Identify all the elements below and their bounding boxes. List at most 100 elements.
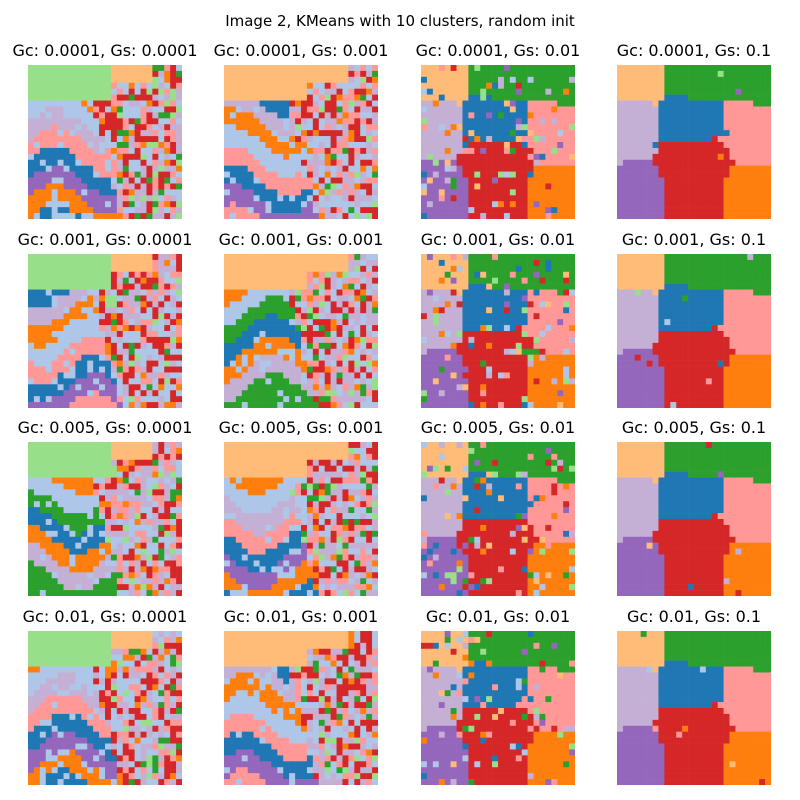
cluster-cell [253,348,260,355]
cluster-cell [265,82,272,89]
cluster-cell [366,384,373,391]
cluster-cell [622,159,630,166]
cluster-cell [312,348,320,355]
cluster-cell [474,331,481,338]
cluster-cell [152,390,159,397]
cluster-cell [99,354,106,361]
cluster-cell [658,295,665,302]
cluster-cell [676,207,683,214]
cluster-cell [545,165,552,172]
cluster-cell [432,295,440,302]
cluster-cell [444,396,451,403]
cluster-cell [509,271,517,278]
cluster-cell [99,265,106,273]
cluster-cell [509,378,517,385]
cluster-cell [164,177,171,184]
cluster-cell [509,283,517,290]
cluster-cell [557,118,564,125]
cluster-cell [366,348,373,355]
cluster-cell [39,307,47,314]
cluster-cell [533,265,540,273]
cluster-cell [366,360,373,367]
cluster-cell [354,348,361,355]
cluster-cell [348,70,355,78]
cluster-cell [426,283,434,290]
cluster-cell [277,378,284,385]
cluster-cell [628,259,636,267]
cluster-cell [259,390,266,397]
cluster-cell [259,76,266,84]
cluster-cell [93,171,100,178]
cluster-cell [670,159,677,166]
cluster-cell [421,207,428,214]
cluster-cell [480,136,487,143]
cluster-cell [735,195,742,202]
cluster-cell [158,390,165,397]
cluster-cell [342,277,349,284]
cluster-cell [682,94,689,101]
cluster-cell [503,289,511,296]
cluster-cell [158,82,165,89]
cluster-cell [33,207,41,214]
cluster-cell [741,171,748,178]
cluster-cell [45,82,52,89]
cluster-cell [122,177,129,184]
cluster-cell [134,295,141,302]
cluster-cell [152,360,159,367]
cluster-cell [283,207,290,214]
cluster-cell [676,289,683,296]
cluster-cell [456,195,463,202]
cluster-cell [99,372,106,379]
cluster-cell [498,147,505,155]
cluster-cell [503,106,511,113]
cluster-cell [110,396,118,403]
cluster-cell [63,130,70,137]
cluster-cell [324,283,331,290]
cluster-cell [486,88,493,95]
cluster-cell [241,118,248,125]
cluster-cell [622,142,630,149]
cluster-cell [235,354,243,361]
cluster-cell [348,277,355,284]
cluster-cell [289,171,296,178]
cluster-cell [705,118,713,125]
cluster-cell [63,65,70,72]
cluster-cell [634,183,641,190]
cluster-cell [747,189,754,196]
cluster-cell [617,183,624,190]
cluster-cell [569,183,575,190]
cluster-cell [235,171,243,178]
cluster-cell [134,195,141,202]
cluster-cell [498,396,505,403]
cluster-cell [295,106,302,113]
cluster-cell [312,384,320,391]
cluster-cell [295,118,302,125]
cluster-cell [515,301,522,308]
cluster-cell [39,265,47,273]
cluster-cell [289,390,296,397]
cluster-cell [498,130,505,137]
cluster-cell [28,153,35,161]
cluster-cell [110,195,118,202]
cluster-cell [694,106,701,113]
cluster-cell [533,159,540,166]
cluster-cell [63,348,70,355]
cluster-cell [247,106,254,113]
cluster-cell [545,283,552,290]
cluster-cell [670,94,677,101]
cluster-cell [521,76,528,84]
cluster-cell [462,153,469,161]
cluster-cell [551,147,558,155]
cluster-cell [640,130,647,137]
cluster-cell [426,207,434,214]
cluster-cell [158,372,165,379]
cluster-cell [253,295,260,302]
cluster-cell [480,100,487,107]
cluster-cell [372,88,378,95]
cluster-cell [474,195,481,202]
cluster-cell [75,100,82,107]
cluster-cell [57,325,64,332]
cluster-cell [432,76,440,84]
cluster-cell [694,70,701,78]
cluster-cell [122,183,129,190]
